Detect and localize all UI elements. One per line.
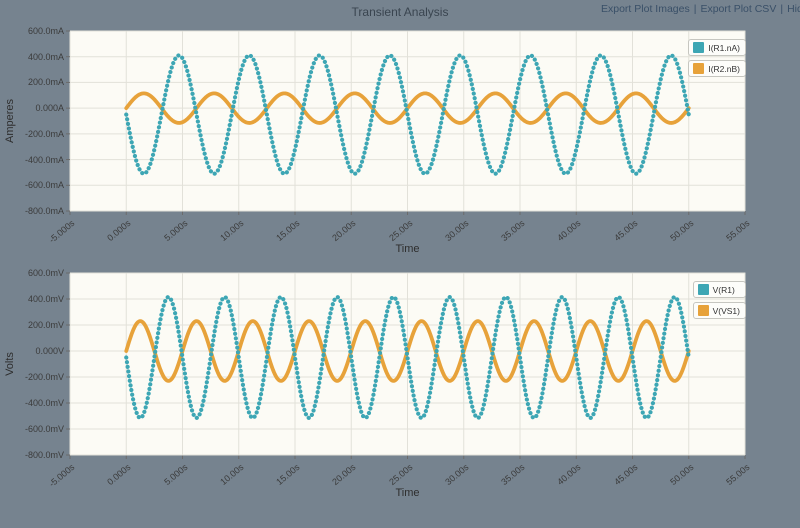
y-tick-label: 400.0mA (27, 51, 64, 62)
y-tick-label: 0.000V (35, 346, 64, 356)
y-tick-label: -800.0mV (24, 450, 64, 460)
y-tick-label: 600.0mA (27, 26, 64, 36)
plot-area-volts (66, 272, 746, 459)
y-tick-label: 400.0mV (27, 294, 64, 304)
legend-color-swatch (697, 305, 709, 316)
y-axis-label: Volts (4, 352, 16, 376)
y-tick-label: 0.000A (35, 103, 64, 114)
legend-color-swatch (697, 284, 709, 295)
hide-link[interactable]: Hide (787, 3, 800, 15)
legend: I(R1.nA) I(R2.nB) (688, 39, 746, 77)
link-separator: | (693, 3, 697, 15)
series-curve-V(R1) (124, 294, 691, 421)
plot-area-amperes (66, 30, 746, 215)
x-axis-label: Time (395, 487, 420, 499)
y-tick-label: 200.0mV (27, 320, 64, 330)
y-tick-label: -200.0mA (24, 128, 64, 139)
link-separator: | (780, 3, 784, 15)
export-plot-csv-link[interactable]: Export Plot CSV (700, 3, 777, 15)
legend-item-V(R1): V(R1) (692, 281, 746, 298)
y-tick-label: -200.0mV (24, 372, 64, 382)
y-tick-label: -600.0mV (24, 424, 64, 434)
legend-item-I(R1.nA): I(R1.nA) (688, 39, 746, 56)
y-tick-label: -400.0mV (24, 398, 64, 408)
export-plot-images-link[interactable]: Export Plot Images (601, 3, 690, 15)
page-title: Transient Analysis (351, 5, 449, 19)
y-tick-label: -600.0mA (24, 180, 64, 191)
y-tick-label: -400.0mA (24, 154, 64, 165)
series-curve-V(VS1) (124, 319, 691, 383)
legend-label: V(R1) (712, 284, 735, 295)
legend-color-swatch (693, 63, 705, 74)
legend-label: I(R2.nB) (708, 63, 740, 74)
series-curve-I(R1.nA) (124, 53, 691, 176)
y-tick-label: 200.0mA (27, 77, 64, 88)
y-axis-label: Amperes (4, 98, 16, 144)
legend: V(R1) V(VS1) (692, 281, 746, 319)
y-tick-label: -800.0mA (24, 206, 64, 216)
legend-label: V(VS1) (712, 305, 740, 316)
y-tick-label: 600.0mV (27, 268, 64, 278)
legend-item-I(R2.nB): I(R2.nB) (688, 60, 746, 77)
x-axis-label: Time (395, 243, 420, 255)
header-links: Export Plot Images|Export Plot CSV|Hide (601, 3, 800, 15)
legend-label: I(R1.nA) (708, 42, 740, 53)
legend-item-V(VS1): V(VS1) (692, 302, 746, 319)
legend-color-swatch (693, 42, 705, 53)
